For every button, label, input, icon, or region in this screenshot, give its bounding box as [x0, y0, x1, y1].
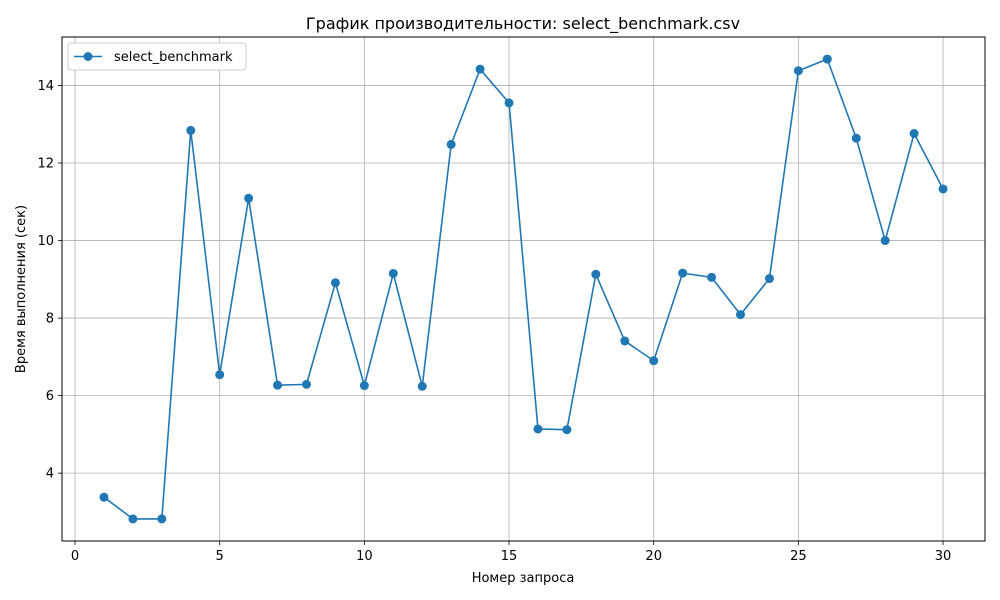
- axes: 0 5 10 15 20 25 30 4 6 8 10 12 14: [37, 36, 986, 564]
- data-point: [533, 424, 543, 434]
- legend-box: [67, 42, 247, 71]
- x-axis-label: Номер запроса: [472, 571, 575, 586]
- data-point: [417, 381, 427, 391]
- data-point: [157, 514, 167, 524]
- legend-marker: [83, 52, 93, 61]
- data-point: [736, 310, 746, 320]
- data-point: [330, 278, 340, 288]
- series-layer: [99, 54, 948, 524]
- y-tick-label: 14: [37, 79, 54, 94]
- y-axis-label: Время выполнения (сек): [14, 205, 29, 373]
- data-point: [475, 64, 485, 74]
- y-tick-label: 4: [46, 467, 54, 482]
- data-point: [388, 268, 398, 278]
- data-point: [938, 184, 948, 194]
- data-point: [707, 272, 717, 282]
- y-tick-label: 8: [46, 312, 54, 327]
- data-point: [591, 269, 601, 279]
- data-point: [186, 125, 196, 135]
- data-point: [244, 193, 254, 203]
- data-point: [504, 98, 514, 108]
- x-tick-label: 25: [790, 549, 807, 564]
- data-point: [446, 139, 456, 149]
- series-line: [103, 58, 944, 520]
- grid-lines: [62, 37, 985, 541]
- data-point: [301, 379, 311, 389]
- data-point: [678, 268, 688, 278]
- data-point: [880, 236, 890, 246]
- y-tick-label: 12: [37, 157, 54, 172]
- x-tick-label: 20: [645, 549, 662, 564]
- data-point: [620, 336, 630, 346]
- x-tick-label: 0: [71, 549, 79, 564]
- data-point: [793, 66, 803, 76]
- plot-area: [62, 37, 985, 541]
- data-point: [215, 370, 225, 380]
- data-point: [128, 514, 138, 524]
- x-tick-label: 5: [216, 549, 224, 564]
- chart-title: График производительности: select_benchm…: [306, 14, 740, 34]
- x-tick-label: 30: [935, 549, 952, 564]
- data-point: [764, 274, 774, 284]
- x-tick-label: 10: [356, 549, 373, 564]
- legend: select_benchmark: [67, 42, 247, 71]
- data-point: [649, 356, 659, 366]
- y-tick-label: 6: [46, 389, 54, 404]
- data-point: [851, 133, 861, 143]
- axes-frame: [61, 36, 986, 542]
- data-point: [273, 380, 283, 390]
- data-point: [359, 381, 369, 391]
- data-point: [99, 492, 109, 502]
- x-tick-label: 15: [501, 549, 518, 564]
- data-point: [562, 425, 572, 435]
- data-point: [822, 54, 832, 64]
- legend-label: select_benchmark: [114, 50, 233, 65]
- data-point: [909, 129, 919, 139]
- y-tick-label: 10: [37, 234, 54, 249]
